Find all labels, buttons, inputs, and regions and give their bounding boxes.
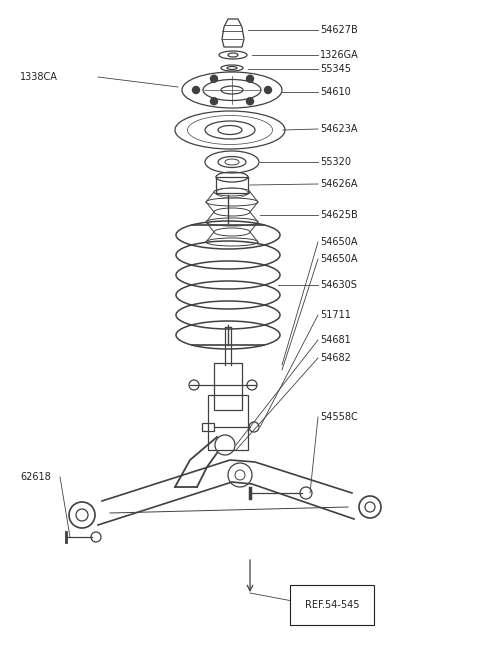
Text: 54626A: 54626A [320, 179, 358, 189]
Circle shape [192, 86, 200, 94]
Text: 54681: 54681 [320, 335, 351, 345]
Text: REF.54-545: REF.54-545 [305, 600, 360, 610]
Text: 54625B: 54625B [320, 210, 358, 220]
Text: 54682: 54682 [320, 353, 351, 363]
Text: 54627B: 54627B [320, 25, 358, 35]
Bar [202, 423, 214, 431]
Text: 54610: 54610 [320, 87, 351, 97]
Text: 54623A: 54623A [320, 124, 358, 134]
Circle shape [264, 86, 272, 94]
Text: 51711: 51711 [320, 310, 351, 320]
Bar [208, 395, 248, 450]
Text: 54650A: 54650A [320, 237, 358, 247]
Text: 62618: 62618 [20, 472, 51, 482]
Text: 55320: 55320 [320, 157, 351, 167]
Text: 54558C: 54558C [320, 412, 358, 422]
Text: 1326GA: 1326GA [320, 50, 359, 60]
Text: 55345: 55345 [320, 64, 351, 74]
Text: 54650A: 54650A [320, 254, 358, 264]
Bar [214, 363, 242, 410]
Circle shape [247, 98, 253, 105]
Text: 54630S: 54630S [320, 280, 357, 290]
Circle shape [247, 75, 253, 83]
Circle shape [211, 75, 217, 83]
Text: 1338CA: 1338CA [20, 72, 58, 82]
Circle shape [211, 98, 217, 105]
